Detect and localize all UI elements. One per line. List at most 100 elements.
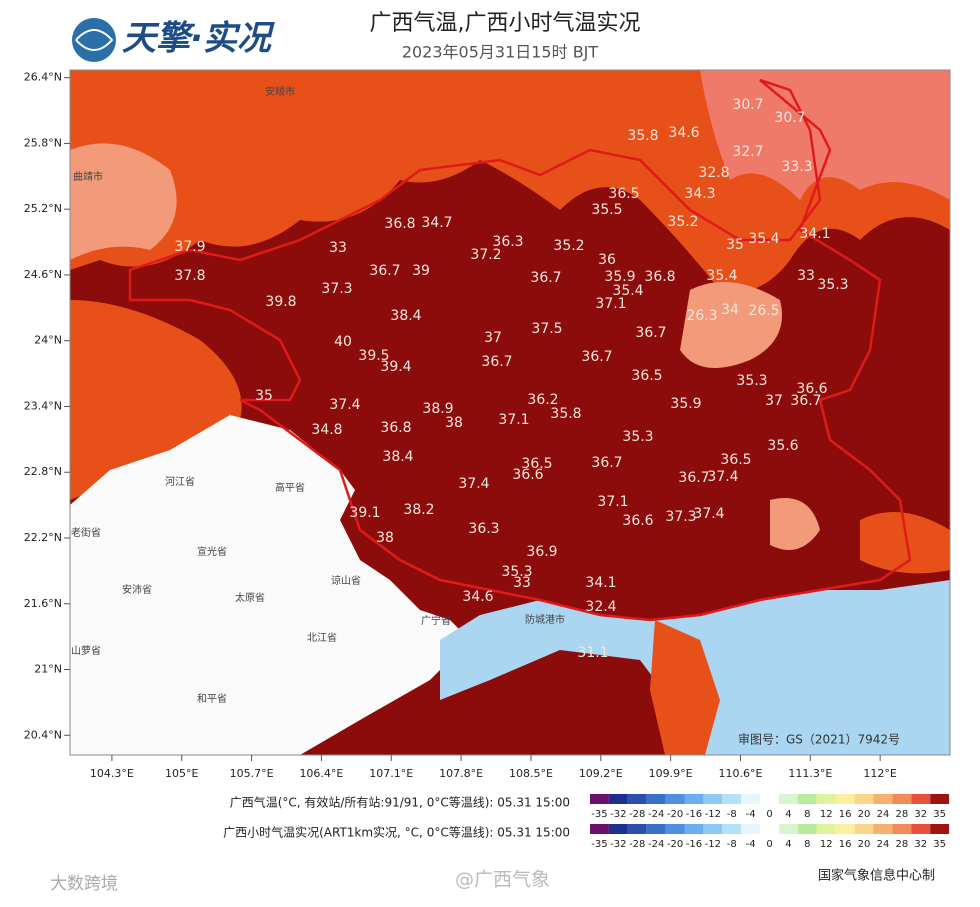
lon-tick-label: 106.4°E [299, 767, 343, 780]
legend-tick: -35 [591, 839, 607, 850]
lat-tick-label: 22.8°N [24, 465, 62, 478]
station-temp: 35.3 [622, 429, 653, 445]
lat-tick-label: 21.6°N [24, 597, 62, 610]
lon-tick-label: 105°E [165, 767, 198, 780]
legend-swatch [665, 794, 685, 804]
legend-tick: 28 [895, 839, 908, 850]
title: 广西气温,广西小时气温实况 [370, 11, 641, 36]
subtitle: 2023年05月31日15时 BJT [402, 43, 599, 62]
place-name: 宣光省 [197, 545, 227, 558]
station-temp: 37.8 [174, 268, 205, 284]
watermark: @广西气象 [455, 869, 550, 891]
place-name: 谅山省 [331, 574, 361, 587]
station-temp: 36.7 [635, 325, 666, 341]
lon-tick-label: 108.5°E [509, 767, 553, 780]
legend-row: 广西气温(°C, 有效站/所有站:91/91, 0°C等温线): 05.31 1… [230, 795, 570, 810]
lon-tick-label: 104.3°E [90, 767, 134, 780]
legend-tick: -35 [591, 809, 607, 820]
legend-swatch [722, 794, 742, 804]
lon-tick-label: 112°E [863, 767, 896, 780]
station-temp: 36.5 [631, 368, 662, 384]
legend-tick: -4 [746, 839, 756, 850]
station-temp: 36.3 [468, 521, 499, 537]
lat-tick-label: 20.4°N [24, 728, 62, 741]
legend-tick: -16 [686, 809, 702, 820]
station-temp: 39.5 [358, 348, 389, 364]
legend-tick: -4 [746, 809, 756, 820]
logo: 天擎·实况 [122, 19, 275, 59]
station-temp: 36.7 [369, 263, 400, 279]
station-temp: 26.5 [748, 303, 779, 319]
station-temp: 36.8 [384, 216, 415, 232]
station-temp: 37.4 [693, 506, 724, 522]
lat-tick-label: 25.2°N [24, 202, 62, 215]
legend-swatch [816, 794, 836, 804]
station-temp: 33 [797, 268, 815, 284]
place-name: 北江省 [307, 631, 337, 644]
station-temp: 37.4 [329, 397, 360, 413]
station-temp: 38.4 [382, 449, 413, 465]
station-temp: 34.6 [668, 125, 699, 141]
legend-tick: -8 [727, 809, 737, 820]
station-temp: 36 [598, 252, 616, 268]
legend-tick: 28 [895, 809, 908, 820]
station-temp: 36.2 [527, 392, 558, 408]
legend-tick: -8 [727, 839, 737, 850]
legend-swatch [608, 794, 628, 804]
legend-tick: 24 [877, 809, 890, 820]
station-temp: 37.3 [665, 509, 696, 525]
legend-tick: 4 [785, 809, 791, 820]
legend-tick: 16 [839, 809, 852, 820]
legend-tick: -12 [705, 839, 721, 850]
station-temp: 35 [255, 388, 273, 404]
station-temp: 36.7 [591, 455, 622, 471]
station-temp: 31.1 [577, 645, 608, 661]
station-temp: 36.7 [581, 349, 612, 365]
station-temp: 37.1 [597, 494, 628, 510]
station-temp: 35.6 [767, 438, 798, 454]
station-temp: 35.4 [748, 231, 779, 247]
legend-swatch [703, 794, 723, 804]
legend-tick: -32 [610, 809, 626, 820]
station-temp: 30.7 [732, 97, 763, 113]
legend-swatch [873, 794, 893, 804]
legend-tick: -20 [667, 809, 683, 820]
legend-tick: 12 [820, 839, 833, 850]
legend-swatch [854, 824, 874, 834]
legend-tick: 35 [933, 809, 946, 820]
station-temp: 38.2 [403, 502, 434, 518]
credit: 国家气象信息中心制 [818, 868, 935, 884]
station-temp: 36.7 [678, 470, 709, 486]
legend-tick: 20 [858, 839, 871, 850]
station-temp: 36.5 [608, 186, 639, 202]
station-temp: 36.5 [521, 456, 552, 472]
legend-swatch [835, 794, 855, 804]
legend-swatch [684, 794, 704, 804]
place-name: 安沛省 [122, 583, 152, 596]
lon-tick-label: 107.1°E [369, 767, 413, 780]
legend-swatch [684, 824, 704, 834]
station-temp: 36.8 [644, 269, 675, 285]
station-temp: 39.8 [265, 294, 296, 310]
legend-row: 广西小时气温实况(ART1km实况, °C, 0°C等温线): 05.31 15… [223, 825, 570, 840]
legend-tick: -20 [667, 839, 683, 850]
station-temp: 35.3 [736, 373, 767, 389]
station-temp: 36.3 [492, 234, 523, 250]
legend-tick: -32 [610, 839, 626, 850]
station-temp: 34.3 [684, 186, 715, 202]
station-temp: 33 [329, 240, 347, 256]
legend-tick: -24 [648, 839, 664, 850]
legend-tick: 35 [933, 839, 946, 850]
legend-swatch [741, 824, 761, 834]
station-temp: 36.7 [790, 393, 821, 409]
lat-tick-label: 24°N [34, 334, 62, 347]
station-temp: 36.7 [530, 270, 561, 286]
place-name: 太原省 [235, 591, 265, 604]
legend-tick: -16 [686, 839, 702, 850]
legend-tick: 8 [804, 809, 810, 820]
place-name: 山萝省 [71, 644, 101, 657]
station-temp: 35.2 [553, 238, 584, 254]
legend-swatch [854, 794, 874, 804]
legend-swatch [911, 824, 931, 834]
legend-swatch [646, 824, 666, 834]
